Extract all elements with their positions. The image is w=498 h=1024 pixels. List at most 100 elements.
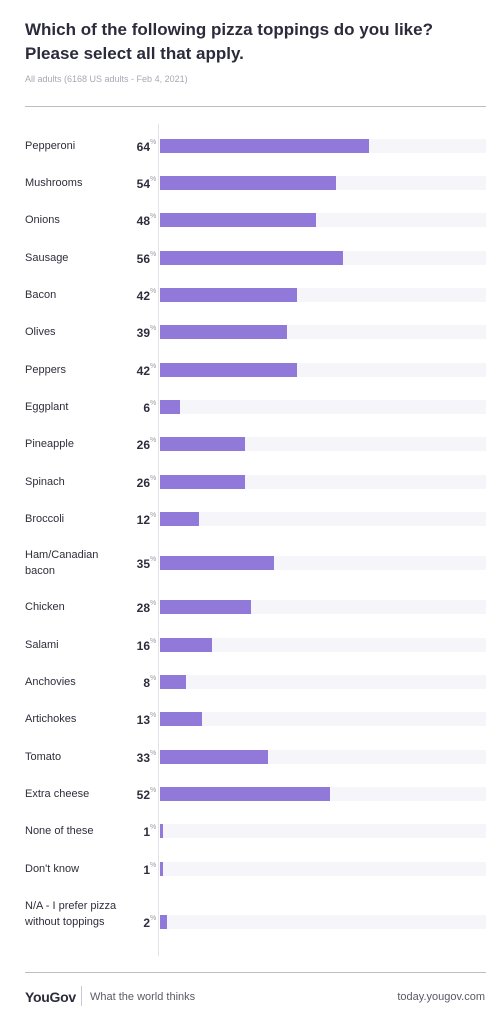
- percent-sign: %: [150, 437, 157, 444]
- chart-title: Which of the following pizza toppings do…: [25, 20, 433, 63]
- percent-sign: %: [150, 288, 157, 295]
- bar: [160, 325, 288, 339]
- category-label: N/A - I prefer pizza without toppings: [25, 900, 117, 928]
- value-label: 1: [143, 863, 150, 877]
- bar: [160, 675, 187, 689]
- percent-sign: %: [150, 675, 157, 682]
- value-label: 13: [136, 713, 150, 727]
- bar: [160, 400, 180, 414]
- bar: [160, 512, 200, 526]
- bar: [160, 288, 297, 302]
- bar-track: [160, 512, 486, 526]
- chart-axis-line: [158, 124, 159, 956]
- percent-sign: %: [150, 556, 157, 563]
- value-label: 2: [143, 916, 150, 930]
- bar: [160, 824, 164, 838]
- category-label: Mushrooms: [25, 177, 83, 189]
- percent-sign: %: [150, 512, 157, 519]
- yougov-logo[interactable]: YouGov: [25, 989, 76, 1005]
- category-label: Broccoli: [25, 513, 65, 525]
- value-label: 33: [136, 751, 150, 765]
- value-label: 64: [136, 140, 150, 154]
- value-label: 6: [143, 401, 150, 415]
- category-label: None of these: [25, 825, 94, 837]
- footer-url-link[interactable]: today.yougov.com: [397, 991, 485, 1003]
- chart-subtitle: All adults (6168 US adults - Feb 4, 2021…: [25, 74, 188, 84]
- percent-sign: %: [150, 400, 157, 407]
- value-label: 26: [136, 476, 150, 490]
- percent-sign: %: [150, 712, 157, 719]
- category-label: Onions: [25, 214, 60, 226]
- category-label: Sausage: [25, 252, 69, 264]
- percent-sign: %: [150, 750, 157, 757]
- bar: [160, 600, 252, 614]
- percent-sign: %: [150, 915, 157, 922]
- bar-track: [160, 862, 486, 876]
- category-label: Tomato: [25, 751, 62, 763]
- bottom-divider: [25, 972, 486, 973]
- bar: [160, 750, 268, 764]
- value-label: 42: [136, 364, 150, 378]
- category-label: Olives: [25, 326, 56, 338]
- bar: [160, 712, 203, 726]
- bar: [160, 251, 343, 265]
- bar-track: [160, 675, 486, 689]
- category-label: Don't know: [25, 863, 80, 875]
- bar-track: [160, 712, 486, 726]
- category-label: Peppers: [25, 364, 66, 376]
- value-label: 1: [143, 825, 150, 839]
- bar-track: [160, 638, 486, 652]
- value-label: 39: [136, 326, 150, 340]
- category-label: Pineapple: [25, 438, 74, 450]
- category-label: Eggplant: [25, 401, 69, 413]
- percent-sign: %: [150, 787, 157, 794]
- category-label: Bacon: [25, 289, 57, 301]
- bar: [160, 638, 213, 652]
- top-divider: [25, 106, 486, 107]
- percent-sign: %: [150, 251, 157, 258]
- percent-sign: %: [150, 824, 157, 831]
- value-label: 8: [143, 676, 150, 690]
- percent-sign: %: [150, 600, 157, 607]
- bar: [160, 176, 337, 190]
- value-label: 52: [136, 788, 150, 802]
- percent-sign: %: [150, 176, 157, 183]
- bar: [160, 139, 369, 153]
- value-label: 12: [136, 513, 150, 527]
- category-label: Anchovies: [25, 676, 76, 688]
- bar: [160, 437, 245, 451]
- bar: [160, 862, 164, 876]
- bar: [160, 787, 330, 801]
- bar: [160, 915, 167, 929]
- footer-tagline: What the world thinks: [90, 991, 196, 1003]
- value-label: 35: [136, 557, 150, 571]
- bar: [160, 363, 297, 377]
- bar: [160, 213, 317, 227]
- value-label: 56: [136, 252, 150, 266]
- percent-sign: %: [150, 475, 157, 482]
- category-label: Artichokes: [25, 713, 77, 725]
- percent-sign: %: [150, 213, 157, 220]
- bar-track: [160, 824, 486, 838]
- category-label: Spinach: [25, 476, 65, 488]
- category-label: Chicken: [25, 601, 65, 613]
- value-label: 54: [136, 177, 150, 191]
- category-label: Pepperoni: [25, 140, 76, 152]
- footer-separator: [81, 986, 82, 1006]
- bar: [160, 475, 245, 489]
- bar: [160, 556, 275, 570]
- value-label: 16: [136, 639, 150, 653]
- bar-track: [160, 400, 486, 414]
- percent-sign: %: [150, 862, 157, 869]
- category-label: Ham/Canadian bacon: [25, 549, 99, 577]
- value-label: 28: [136, 601, 150, 615]
- bar-track: [160, 915, 486, 929]
- percent-sign: %: [150, 325, 157, 332]
- value-label: 26: [136, 438, 150, 452]
- category-label: Salami: [25, 639, 59, 651]
- percent-sign: %: [150, 363, 157, 370]
- category-label: Extra cheese: [25, 788, 90, 800]
- percent-sign: %: [150, 638, 157, 645]
- value-label: 48: [136, 214, 150, 228]
